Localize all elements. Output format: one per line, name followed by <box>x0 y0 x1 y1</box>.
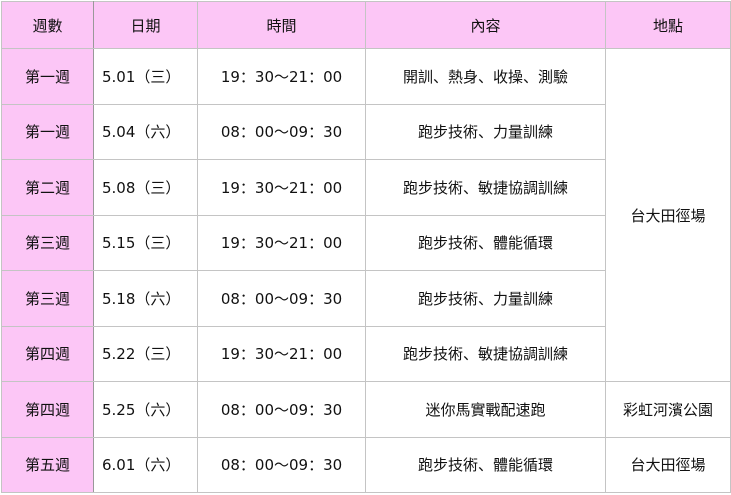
week-cell: 第三週 <box>1 270 94 327</box>
header-week: 週數 <box>1 1 94 49</box>
table-row: 第三週 5.18（六） 08：00～09：30 跑步技術、力量訓練 <box>1 270 731 327</box>
table-row: 第三週 5.15（三） 19：30～21：00 跑步技術、體能循環 <box>1 214 731 271</box>
date-cell: 5.04（六） <box>93 103 198 160</box>
content-cell: 跑步技術、體能循環 <box>365 214 606 271</box>
time-cell: 19：30～21：00 <box>197 48 366 105</box>
header-place: 地點 <box>605 1 731 49</box>
time-cell: 08：00～09：30 <box>197 270 366 327</box>
header-time: 時間 <box>197 1 366 49</box>
table-row: 第二週 5.08（三） 19：30～21：00 跑步技術、敏捷協調訓練 <box>1 159 731 216</box>
content-cell: 跑步技術、敏捷協調訓練 <box>365 325 606 382</box>
content-cell: 跑步技術、體能循環 <box>365 436 606 493</box>
content-cell: 迷你馬實戰配速跑 <box>365 381 606 438</box>
week-cell: 第一週 <box>1 48 94 105</box>
content-cell: 跑步技術、敏捷協調訓練 <box>365 159 606 216</box>
time-cell: 19：30～21：00 <box>197 159 366 216</box>
week-cell: 第二週 <box>1 159 94 216</box>
place-cell: 彩虹河濱公園 <box>605 381 731 438</box>
time-cell: 08：00～09：30 <box>197 381 366 438</box>
table-row: 第一週 5.04（六） 08：00～09：30 跑步技術、力量訓練 <box>1 103 731 160</box>
time-cell: 19：30～21：00 <box>197 325 366 382</box>
week-cell: 第四週 <box>1 381 94 438</box>
content-cell: 跑步技術、力量訓練 <box>365 270 606 327</box>
time-cell: 08：00～09：30 <box>197 103 366 160</box>
place-cell: 台大田徑場 <box>605 48 731 382</box>
week-cell: 第四週 <box>1 325 94 382</box>
content-cell: 開訓、熱身、收操、測驗 <box>365 48 606 105</box>
date-cell: 5.18（六） <box>93 270 198 327</box>
date-cell: 5.22（三） <box>93 325 198 382</box>
week-cell: 第五週 <box>1 436 94 493</box>
table-row: 第四週 5.22（三） 19：30～21：00 跑步技術、敏捷協調訓練 <box>1 325 731 382</box>
date-cell: 5.01（三） <box>93 48 198 105</box>
date-cell: 5.08（三） <box>93 159 198 216</box>
date-cell: 5.15（三） <box>93 214 198 271</box>
time-cell: 19：30～21：00 <box>197 214 366 271</box>
date-cell: 6.01（六） <box>93 436 198 493</box>
week-cell: 第一週 <box>1 103 94 160</box>
time-cell: 08：00～09：30 <box>197 436 366 493</box>
table-row: 第五週 6.01（六） 08：00～09：30 跑步技術、體能循環 台大田徑場 <box>1 436 731 493</box>
table-row: 第四週 5.25（六） 08：00～09：30 迷你馬實戰配速跑 彩虹河濱公園 <box>1 381 731 438</box>
place-cell: 台大田徑場 <box>605 436 731 493</box>
week-cell: 第三週 <box>1 214 94 271</box>
header-row: 週數 日期 時間 內容 地點 <box>1 1 731 49</box>
header-content: 內容 <box>365 1 606 49</box>
header-date: 日期 <box>93 1 198 49</box>
content-cell: 跑步技術、力量訓練 <box>365 103 606 160</box>
table-row: 第一週 5.01（三） 19：30～21：00 開訓、熱身、收操、測驗 台大田徑… <box>1 48 731 382</box>
date-cell: 5.25（六） <box>93 381 198 438</box>
